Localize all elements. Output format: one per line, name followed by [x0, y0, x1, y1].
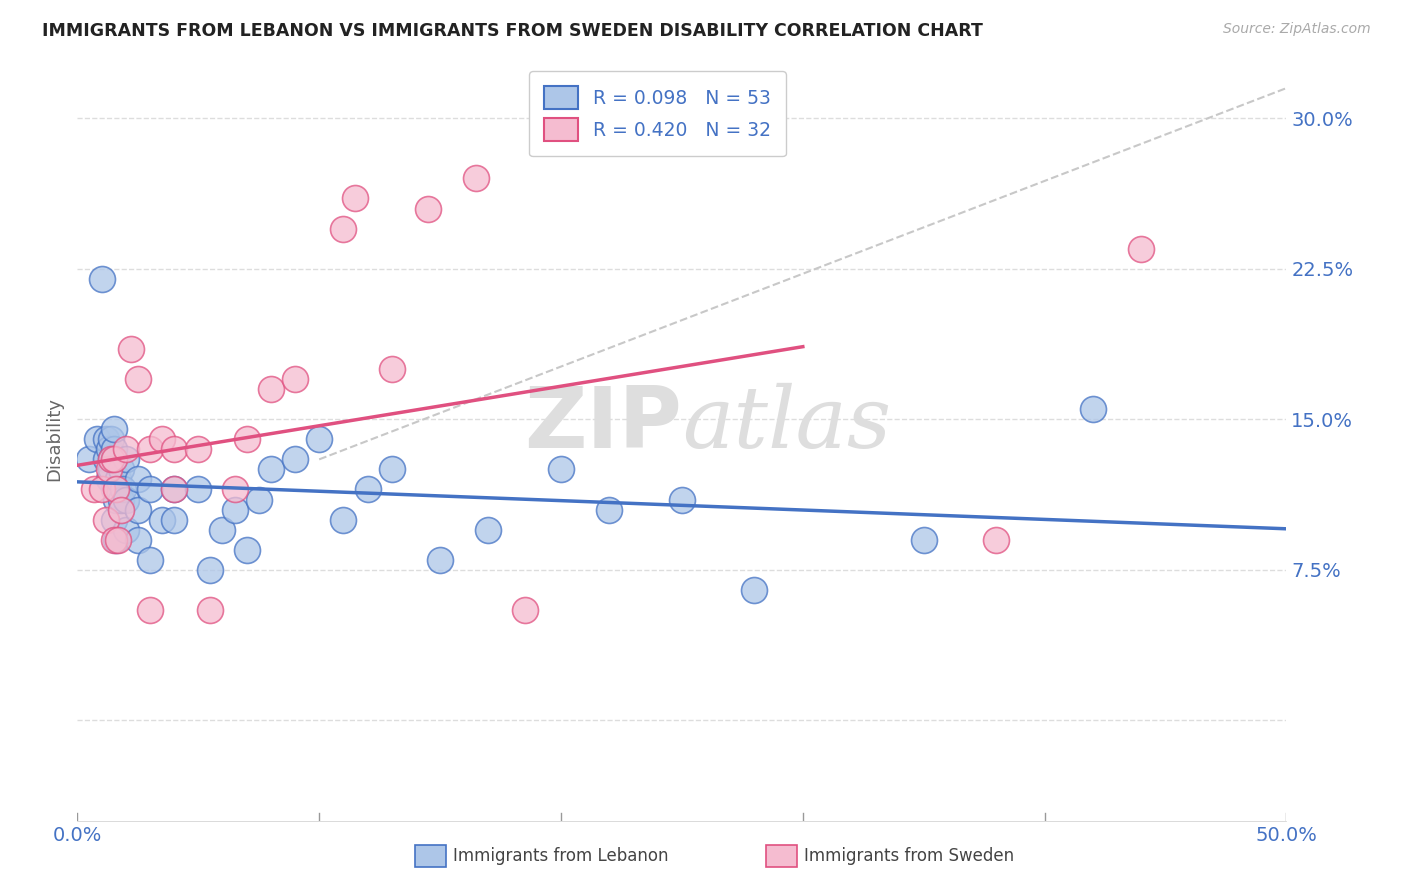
Point — [139, 552, 162, 567]
Point — [1081, 402, 1104, 417]
Text: IMMIGRANTS FROM LEBANON VS IMMIGRANTS FROM SWEDEN DISABILITY CORRELATION CHART: IMMIGRANTS FROM LEBANON VS IMMIGRANTS FR… — [42, 22, 983, 40]
Point — [513, 603, 536, 617]
Point — [97, 442, 120, 457]
Point — [114, 452, 136, 467]
Point — [105, 483, 128, 497]
Point — [139, 483, 162, 497]
Point — [127, 533, 149, 547]
Point — [284, 452, 307, 467]
Point — [107, 483, 129, 497]
Point — [97, 462, 120, 476]
Point — [103, 442, 125, 457]
Point — [163, 483, 186, 497]
Point — [284, 372, 307, 386]
Point — [356, 483, 378, 497]
Point — [163, 512, 186, 526]
Point — [110, 492, 132, 507]
Point — [103, 533, 125, 547]
Point — [163, 442, 186, 457]
Point — [105, 492, 128, 507]
Point — [90, 271, 112, 285]
Point — [100, 452, 122, 467]
Point — [465, 171, 488, 186]
Y-axis label: Disability: Disability — [45, 397, 63, 482]
Point — [90, 483, 112, 497]
Point — [1130, 242, 1153, 256]
Point — [103, 422, 125, 436]
Point — [477, 523, 499, 537]
Point — [114, 442, 136, 457]
Point — [344, 191, 367, 205]
Point — [235, 432, 257, 446]
Point — [986, 533, 1008, 547]
Point — [139, 603, 162, 617]
Point — [96, 432, 118, 446]
Point — [107, 473, 129, 487]
Point — [260, 382, 283, 396]
Point — [235, 542, 257, 557]
Point — [150, 512, 173, 526]
Point — [550, 462, 572, 476]
Point — [912, 533, 935, 547]
Point — [103, 483, 125, 497]
Point — [163, 483, 186, 497]
Point — [139, 442, 162, 457]
Point — [247, 492, 270, 507]
Point — [224, 483, 246, 497]
Point — [100, 432, 122, 446]
Point — [79, 452, 101, 467]
Point — [200, 603, 222, 617]
Point — [110, 462, 132, 476]
Point — [150, 432, 173, 446]
Point — [86, 432, 108, 446]
Point — [83, 483, 105, 497]
Point — [97, 473, 120, 487]
Point — [332, 221, 354, 235]
Point — [308, 432, 330, 446]
Point — [114, 523, 136, 537]
Point — [429, 552, 451, 567]
Point — [187, 442, 209, 457]
Text: Immigrants from Sweden: Immigrants from Sweden — [804, 847, 1014, 865]
Point — [200, 563, 222, 577]
Point — [100, 452, 122, 467]
Text: ZIP: ZIP — [524, 383, 682, 466]
Text: atlas: atlas — [682, 383, 891, 466]
Point — [103, 512, 125, 526]
Point — [260, 462, 283, 476]
Point — [744, 582, 766, 597]
Point — [127, 473, 149, 487]
Point — [114, 492, 136, 507]
Point — [224, 502, 246, 516]
Point — [598, 502, 620, 516]
Point — [416, 202, 439, 216]
Point — [120, 342, 142, 356]
Point — [127, 372, 149, 386]
Point — [96, 452, 118, 467]
Point — [381, 462, 404, 476]
Point — [187, 483, 209, 497]
Point — [211, 523, 233, 537]
Point — [96, 512, 118, 526]
Point — [103, 452, 125, 467]
Point — [671, 492, 693, 507]
Point — [107, 533, 129, 547]
Point — [100, 462, 122, 476]
Text: Source: ZipAtlas.com: Source: ZipAtlas.com — [1223, 22, 1371, 37]
Point — [103, 452, 125, 467]
Text: Immigrants from Lebanon: Immigrants from Lebanon — [453, 847, 668, 865]
Legend: R = 0.098   N = 53, R = 0.420   N = 32: R = 0.098 N = 53, R = 0.420 N = 32 — [529, 71, 786, 156]
Point — [105, 533, 128, 547]
Point — [110, 502, 132, 516]
Point — [332, 512, 354, 526]
Point — [127, 502, 149, 516]
Point — [112, 483, 135, 497]
Point — [381, 362, 404, 376]
